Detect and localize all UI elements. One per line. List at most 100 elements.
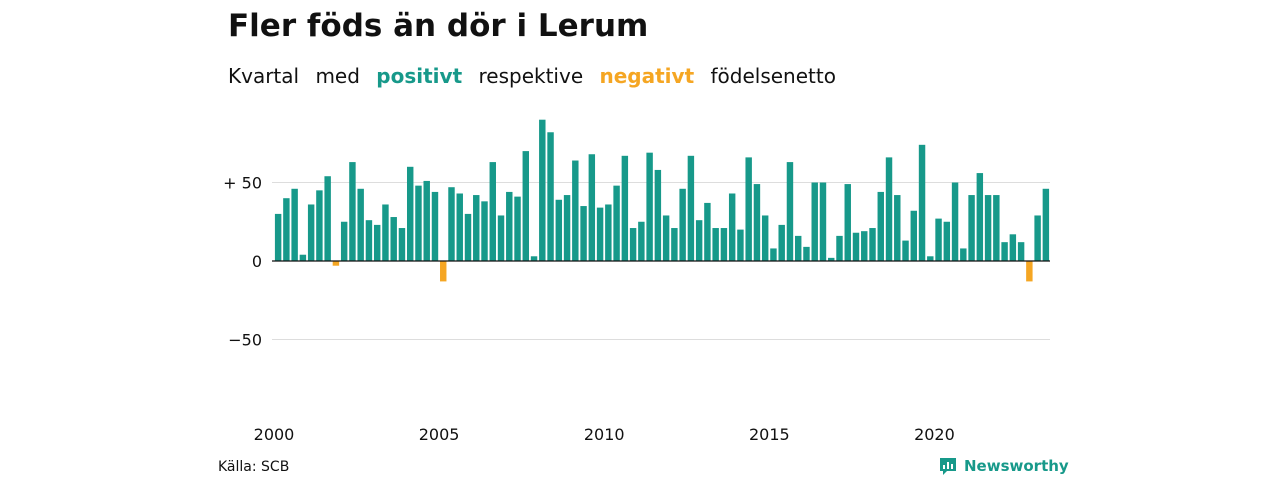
- bar-positive: [390, 217, 397, 261]
- bar-positive: [497, 215, 505, 261]
- bar-positive: [984, 195, 992, 261]
- bar-positive: [894, 195, 901, 261]
- bar-positive: [588, 154, 596, 261]
- subtitle-negative-label: negativt: [599, 64, 695, 88]
- bar-positive: [836, 235, 843, 261]
- bar-positive: [382, 204, 389, 261]
- bar-positive: [794, 235, 802, 261]
- x-tick-label: 2015: [749, 425, 790, 444]
- bar-positive: [473, 195, 480, 261]
- bar-positive: [704, 202, 711, 261]
- bar-positive: [910, 210, 918, 261]
- bar-positive: [679, 188, 686, 261]
- bar-positive: [778, 224, 785, 261]
- bar-positive: [745, 157, 752, 261]
- bar-positive: [415, 185, 422, 261]
- x-tick-label: 2020: [914, 425, 955, 444]
- bar-positive: [349, 162, 356, 261]
- bar-positive: [530, 256, 538, 261]
- bar-positive: [291, 188, 298, 261]
- bar-positive: [877, 191, 884, 261]
- bar-negative: [440, 261, 447, 282]
- x-tick-label: 2005: [419, 425, 460, 444]
- bar-positive: [753, 184, 761, 261]
- bar-positive: [448, 187, 455, 261]
- brand-label: Newsworthy: [964, 457, 1069, 475]
- bar-positive: [695, 220, 703, 261]
- bar-positive: [596, 207, 604, 261]
- newsworthy-logo-icon: [940, 458, 956, 475]
- bar-positive: [423, 180, 430, 261]
- bar-negative: [332, 261, 340, 266]
- bar-positive: [654, 169, 662, 261]
- bar-positive: [1001, 242, 1008, 261]
- bar-positive: [819, 182, 827, 261]
- bar-positive: [506, 191, 513, 261]
- subtitle-word: respektive: [478, 64, 584, 88]
- bar-positive: [464, 213, 472, 261]
- bar-positive: [885, 157, 893, 261]
- bar-positive: [720, 228, 728, 261]
- subtitle-word: Kvartal: [228, 64, 300, 88]
- bar-positive: [547, 132, 554, 261]
- bar-positive: [406, 166, 414, 261]
- bar-positive: [976, 173, 984, 261]
- bar-positive: [918, 144, 926, 261]
- bar-positive: [539, 119, 546, 261]
- bar-positive: [1009, 234, 1017, 261]
- chart-subtitle: Kvartal med positivt respektive negativt…: [228, 64, 846, 88]
- bar-positive: [580, 206, 587, 261]
- bar-positive: [828, 257, 835, 261]
- bar-positive: [373, 224, 381, 261]
- bar-positive: [993, 195, 1000, 261]
- subtitle-positive-label: positivt: [376, 64, 463, 88]
- bar-positive: [671, 228, 678, 261]
- bar-positive: [605, 204, 612, 261]
- y-tick-label: −50: [228, 331, 262, 350]
- bar-positive: [646, 152, 653, 261]
- bar-positive: [522, 151, 530, 261]
- bar-positive: [613, 185, 620, 261]
- bar-positive: [481, 201, 488, 261]
- bar-positive: [803, 246, 810, 261]
- bar-positive: [662, 215, 670, 261]
- bar-positive: [761, 215, 769, 261]
- bar-positive: [712, 228, 719, 261]
- bar-positive: [943, 221, 951, 261]
- y-tick-label: + 50: [223, 174, 262, 193]
- x-tick-label: 2000: [254, 425, 295, 444]
- y-tick-label: 0: [252, 252, 262, 271]
- bar-positive: [861, 231, 868, 261]
- bar-positive: [1017, 242, 1025, 261]
- bar-positive: [621, 155, 629, 261]
- bar-positive: [365, 220, 373, 261]
- bar-positive: [728, 193, 736, 261]
- bar-positive: [951, 182, 959, 261]
- bar-positive: [869, 228, 876, 261]
- x-tick-label: 2010: [584, 425, 625, 444]
- bar-positive: [274, 213, 282, 261]
- bar-positive: [283, 198, 290, 261]
- bar-positive: [1034, 215, 1041, 261]
- bar-positive: [811, 182, 818, 261]
- newsworthy-logo[interactable]: Newsworthy: [938, 456, 1069, 476]
- bar-positive: [456, 193, 463, 261]
- subtitle-word: födelsenetto: [710, 64, 836, 88]
- bar-positive: [638, 221, 645, 261]
- bar-positive: [340, 221, 348, 261]
- bar-negative: [1026, 261, 1033, 282]
- bar-positive: [902, 240, 909, 261]
- bar-positive: [960, 248, 967, 261]
- bar-positive: [770, 248, 777, 261]
- bar-positive: [1042, 188, 1050, 261]
- bar-positive: [316, 190, 323, 261]
- bar-positive: [927, 256, 934, 261]
- bar-positive: [852, 232, 860, 261]
- bar-positive: [737, 229, 744, 261]
- bar-positive: [572, 160, 579, 261]
- bar-positive: [299, 254, 307, 261]
- chart-title: Fler föds än dör i Lerum: [228, 8, 649, 44]
- bar-positive: [324, 176, 331, 261]
- bar-positive: [844, 184, 851, 261]
